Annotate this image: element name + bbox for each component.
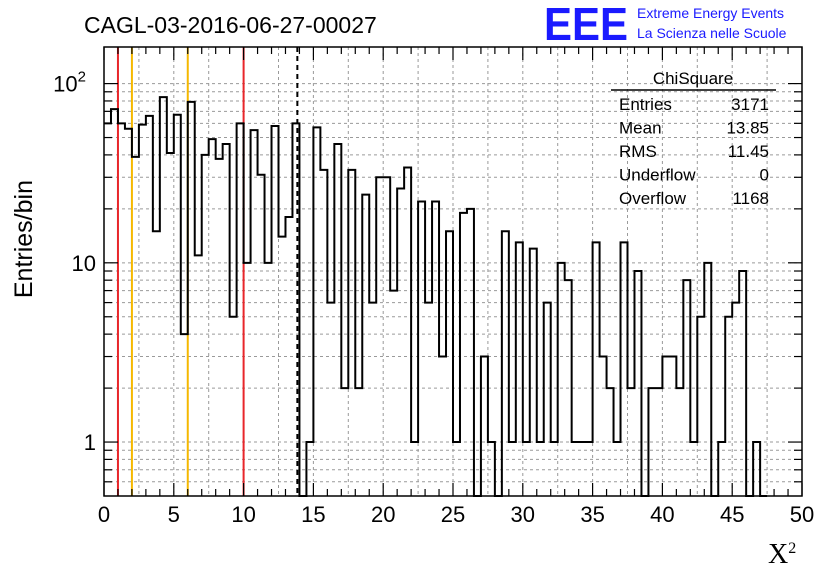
stats-label: Underflow [619,166,696,185]
x-tick-label: 15 [301,502,325,527]
stats-box: ChiSquare Entries 3171 Mean 13.85 RMS 11.45 Un… [611,69,776,208]
x-axis-label-base: X [768,539,788,570]
histogram-outline [104,96,768,497]
y-axis-label: Entries/bin [10,180,38,298]
tick-labels: 0 5 10 15 20 25 30 35 40 45 50 1 10 102 [53,69,814,527]
x-tick-label: 10 [231,502,255,527]
x-axis-label: X2 [768,539,796,570]
y-tick-label: 1 [84,430,96,455]
axis-ticks [103,47,803,496]
logo-line2: La Scienza nelle Scuole [637,25,787,41]
x-tick-label: 45 [720,502,744,527]
stats-label: RMS [619,142,657,161]
x-tick-label: 20 [371,502,395,527]
x-tick-label: 40 [650,502,674,527]
y-tick-label: 102 [53,69,86,97]
stats-value: 3171 [731,95,769,114]
x-tick-label: 25 [441,502,465,527]
x-tick-label: 35 [580,502,604,527]
x-tick-label: 5 [168,502,180,527]
logo-line1: Extreme Energy Events [637,5,784,21]
stats-value: 13.85 [726,119,769,138]
x-axis-label-superscript: 2 [788,540,796,557]
x-tick-label: 30 [511,502,535,527]
eee-logo: EEE Extreme Energy Events La Scienza nel… [544,0,787,50]
x-tick-label: 50 [790,502,814,527]
stats-label: Overflow [619,189,687,208]
eee-logo-mark: EEE [544,0,628,50]
stats-label: Entries [619,95,672,114]
chart-title: CAGL-03-2016-06-27-00027 [84,12,377,38]
stats-label: Mean [619,119,662,138]
stats-value: 1168 [732,189,769,208]
stats-value: 11.45 [728,142,769,161]
stats-value: 0 [760,166,769,185]
stats-box-title: ChiSquare [653,69,733,88]
y-tick-label: 10 [72,251,96,276]
x-tick-label: 0 [98,502,110,527]
